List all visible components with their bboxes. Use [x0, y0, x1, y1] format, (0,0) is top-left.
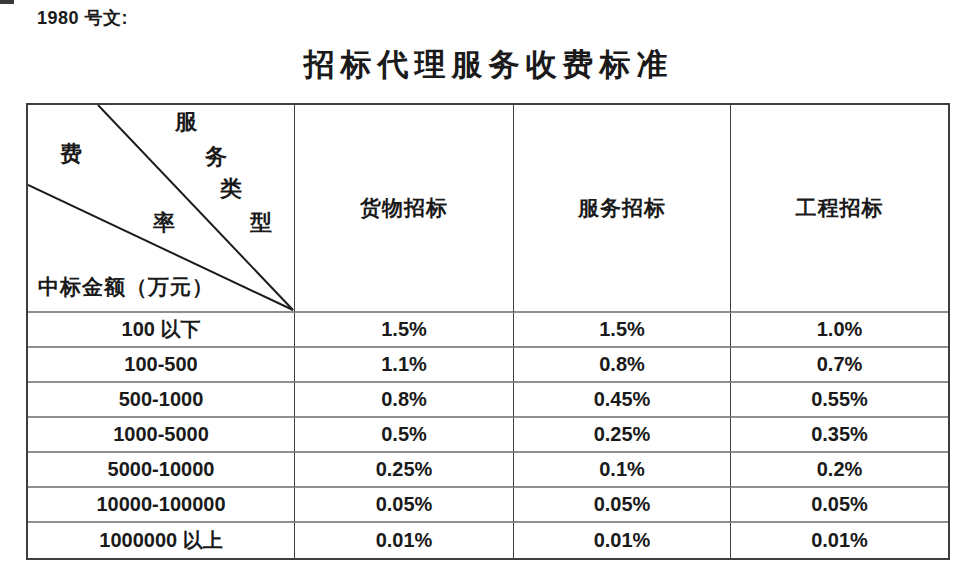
row-label: 100-500	[28, 348, 295, 383]
column-header-goods: 货物招标	[295, 105, 514, 313]
row-label: 500-1000	[28, 383, 295, 418]
doc-number-label: 1980 号文:	[37, 6, 128, 30]
column-header-services: 服务招标	[514, 105, 731, 313]
corner-service-type-char-4: 型	[250, 212, 272, 234]
fee-value: 0.7%	[731, 348, 948, 383]
corner-amount-label: 中标金额（万元）	[38, 276, 214, 299]
row-label: 10000-100000	[28, 488, 295, 523]
table-corner-cell: 服 务 类 型 费 率 中标金额（万元）	[28, 105, 295, 313]
row-label: 1000000 以上	[28, 523, 295, 558]
fee-value: 0.05%	[731, 488, 948, 523]
fee-value: 0.01%	[295, 523, 514, 558]
fee-value: 1.5%	[295, 313, 514, 348]
fee-value: 1.5%	[514, 313, 731, 348]
corner-service-type-char-3: 类	[220, 178, 242, 200]
fee-value: 0.1%	[514, 453, 731, 488]
fee-value: 0.5%	[295, 418, 514, 453]
fee-value: 0.25%	[514, 418, 731, 453]
fee-value: 0.45%	[514, 383, 731, 418]
row-label: 1000-5000	[28, 418, 295, 453]
fee-value: 0.01%	[731, 523, 948, 558]
column-header-works: 工程招标	[731, 105, 948, 313]
row-label: 5000-10000	[28, 453, 295, 488]
fee-value: 0.8%	[514, 348, 731, 383]
fee-value: 0.35%	[731, 418, 948, 453]
fee-standard-table: 服 务 类 型 费 率 中标金额（万元） 货物招标 服务招标 工程招标 100 …	[26, 103, 950, 560]
page-edge-artifact	[0, 0, 14, 4]
row-label: 100 以下	[28, 313, 295, 348]
corner-service-type-char-1: 服	[175, 111, 197, 133]
corner-fee-rate-char-2: 率	[153, 212, 175, 234]
corner-fee-rate-char-1: 费	[60, 143, 82, 165]
fee-value: 0.2%	[731, 453, 948, 488]
fee-value: 0.05%	[295, 488, 514, 523]
fee-value: 1.0%	[731, 313, 948, 348]
fee-value: 0.25%	[295, 453, 514, 488]
fee-value: 0.8%	[295, 383, 514, 418]
corner-service-type-char-2: 务	[205, 146, 227, 168]
fee-value: 1.1%	[295, 348, 514, 383]
fee-value: 0.55%	[731, 383, 948, 418]
fee-value: 0.01%	[514, 523, 731, 558]
page-title: 招标代理服务收费标准	[26, 44, 951, 86]
fee-value: 0.05%	[514, 488, 731, 523]
